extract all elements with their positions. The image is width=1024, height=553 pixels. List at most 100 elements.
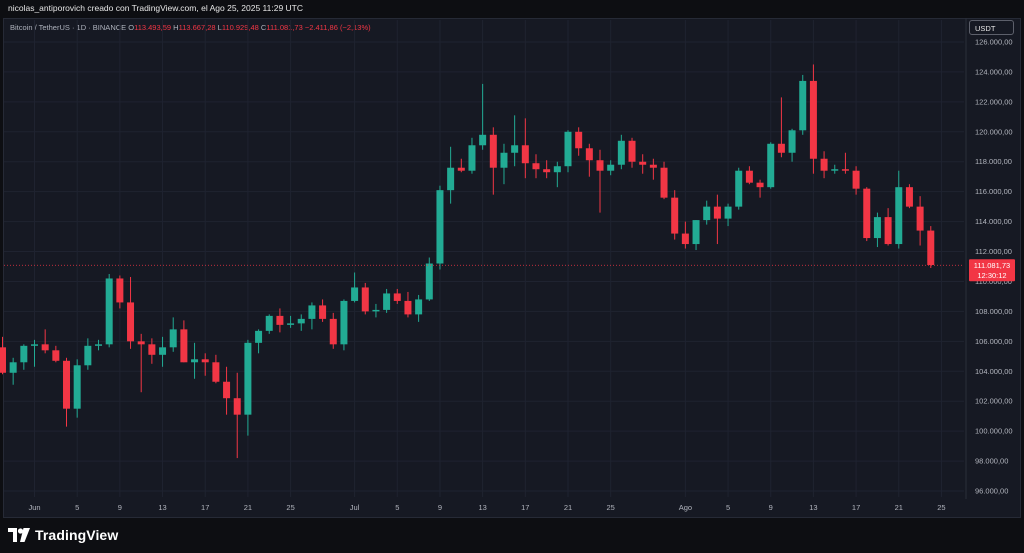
candle-body[interactable] [159,347,167,355]
candle-body[interactable] [884,217,892,245]
candle-body[interactable] [329,318,337,345]
candle-body[interactable] [73,365,81,409]
candle-body[interactable] [841,169,849,171]
candle-body[interactable] [543,169,551,173]
candle-body[interactable] [735,170,743,207]
candle-body[interactable] [873,217,881,239]
ohlc-legend: Bitcoin / TetherUS · 1D · BINANCE O113.4… [10,23,371,32]
candle-body[interactable] [116,278,124,303]
candle-body[interactable] [319,305,327,319]
candle-body[interactable] [575,131,583,149]
candle-body[interactable] [553,166,561,173]
candle-body[interactable] [244,342,252,415]
candle-body[interactable] [191,359,199,363]
candle-body[interactable] [351,287,359,301]
candle-body[interactable] [0,347,6,373]
y-axis-tick-label: 104.000,00 [975,367,1013,376]
candle-body[interactable] [831,169,839,171]
candle-body[interactable] [809,80,817,159]
x-axis-tick-label: 13 [158,503,166,512]
candle-body[interactable] [372,309,380,312]
candle-body[interactable] [255,330,263,343]
candle-body[interactable] [703,206,711,221]
candle-body[interactable] [756,182,764,188]
candle-body[interactable] [105,278,113,345]
candle-body[interactable] [521,145,529,164]
candle-body[interactable] [799,80,807,131]
candle-body[interactable] [596,160,604,171]
candle-body[interactable] [724,206,732,219]
candle-body[interactable] [585,148,593,161]
candle-body[interactable] [393,293,401,301]
candle-body[interactable] [415,299,423,315]
candle-body[interactable] [84,345,92,366]
candle-body[interactable] [265,315,273,331]
candle-body[interactable] [276,315,284,325]
candle-body[interactable] [212,362,220,382]
candle-body[interactable] [31,344,38,346]
candle-body[interactable] [137,341,145,345]
candle-body[interactable] [511,145,519,153]
candle-body[interactable] [713,206,721,219]
candle-body[interactable] [852,170,860,189]
x-axis-tick-label: 5 [395,503,399,512]
candle-body[interactable] [52,350,60,361]
candle-body[interactable] [927,230,935,266]
currency-unit-button[interactable]: USDT [969,20,1014,35]
candle-body[interactable] [201,359,209,363]
candle-body[interactable] [457,167,465,171]
candle-body[interactable] [607,164,615,171]
candle-body[interactable] [9,362,17,373]
candle-body[interactable] [233,398,241,415]
candle-body[interactable] [383,293,391,310]
candle-body[interactable] [169,329,177,348]
candle-body[interactable] [489,134,497,168]
candle-body[interactable] [287,323,295,325]
candle-body[interactable] [767,143,775,188]
candle-body[interactable] [788,130,796,153]
candle-body[interactable] [20,345,28,363]
candle-body[interactable] [671,197,679,234]
candle-body[interactable] [649,164,657,168]
candle-body[interactable] [361,287,369,312]
chart-panel[interactable] [3,18,1021,518]
candle-body[interactable] [127,302,135,342]
candle-body[interactable] [639,161,647,165]
candle-body[interactable] [404,300,412,315]
candle-body[interactable] [436,190,444,264]
candle-body[interactable] [660,167,668,198]
change-value: −2.411,86 (−2,13%) [304,23,371,32]
symbol-label[interactable]: Bitcoin / TetherUS · 1D · BINANCE [10,23,127,32]
candle-body[interactable] [895,187,903,245]
candle-body[interactable] [297,318,305,324]
candle-body[interactable] [468,145,476,171]
candle-body[interactable] [820,158,828,171]
tradingview-logo[interactable]: TradingView [8,526,118,544]
candle-body[interactable] [308,305,316,319]
candle-body[interactable] [425,263,433,300]
candle-body[interactable] [223,381,231,399]
candle-body[interactable] [447,167,455,191]
candle-body[interactable] [692,220,700,245]
footer-bar [0,518,1024,553]
candle-body[interactable] [500,152,508,168]
candle-body[interactable] [681,233,689,245]
candle-body[interactable] [905,187,913,207]
candle-body[interactable] [628,140,636,162]
candle-body[interactable] [777,143,785,153]
candle-body[interactable] [479,134,487,146]
attribution-text: nicolas_antiporovich creado con TradingV… [8,3,304,13]
candle-body[interactable] [95,344,103,346]
candle-body[interactable] [63,360,71,409]
candle-body[interactable] [916,206,924,231]
candle-body[interactable] [745,170,753,183]
candle-body[interactable] [180,329,188,363]
candle-body[interactable] [148,344,156,355]
candle-body[interactable] [863,188,871,239]
candle-body[interactable] [41,344,49,351]
candle-body[interactable] [532,163,540,170]
candle-body[interactable] [617,140,625,165]
candle-body[interactable] [340,300,348,345]
candle-body[interactable] [564,131,572,167]
